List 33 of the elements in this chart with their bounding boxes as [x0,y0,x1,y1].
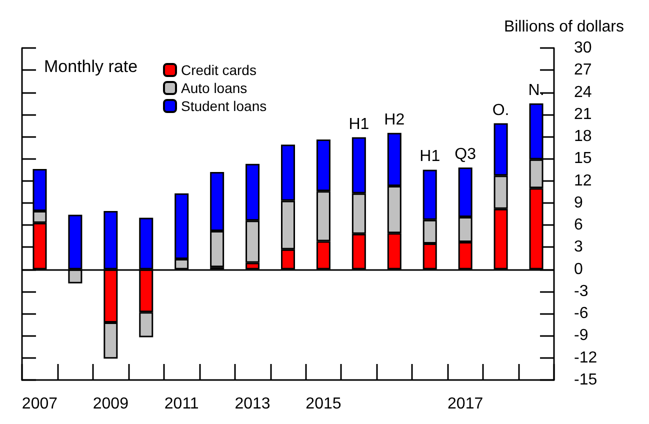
y-tick-label: 24 [574,84,592,101]
y-tick-label: 15 [574,150,592,168]
y-tick-label: 21 [574,106,592,123]
legend-title: Monthly rate [44,57,138,76]
y-axis-title: Billions of dollars [504,18,624,36]
data-label: H2 [384,111,405,128]
y-tick-label: 30 [574,40,592,56]
y-tick-label: 12 [574,172,592,190]
x-tick-label: 2017 [448,396,484,412]
x-tick-label: 2013 [234,396,270,412]
y-tick-label: -3 [574,282,588,300]
legend-label: Auto loans [181,80,248,96]
y-tick-label: 9 [574,194,583,212]
data-label: O. [492,102,510,119]
y-tick-label: -15 [574,372,598,388]
data-label: Q3 [454,146,476,164]
legend-label: Student loans [181,98,267,114]
legend-label: Credit cards [181,62,256,78]
y-tick-label: -9 [574,327,588,344]
y-tick-label: 6 [574,216,583,234]
x-tick-label: 2009 [92,396,129,412]
y-tick-label: -6 [574,305,588,322]
y-tick-label: -12 [574,349,598,366]
x-tick-label: 2007 [22,396,58,412]
data-label: N. [528,82,544,99]
x-tick-label: 2011 [164,396,199,412]
data-label: H1 [348,116,370,133]
y-tick-label: 18 [574,128,592,146]
x-tick-label: 2015 [306,396,342,412]
y-tick-label: 27 [574,62,592,79]
y-tick-label: 3 [574,238,583,256]
data-label: H1 [420,148,440,166]
y-tick-label: 0 [574,260,583,278]
